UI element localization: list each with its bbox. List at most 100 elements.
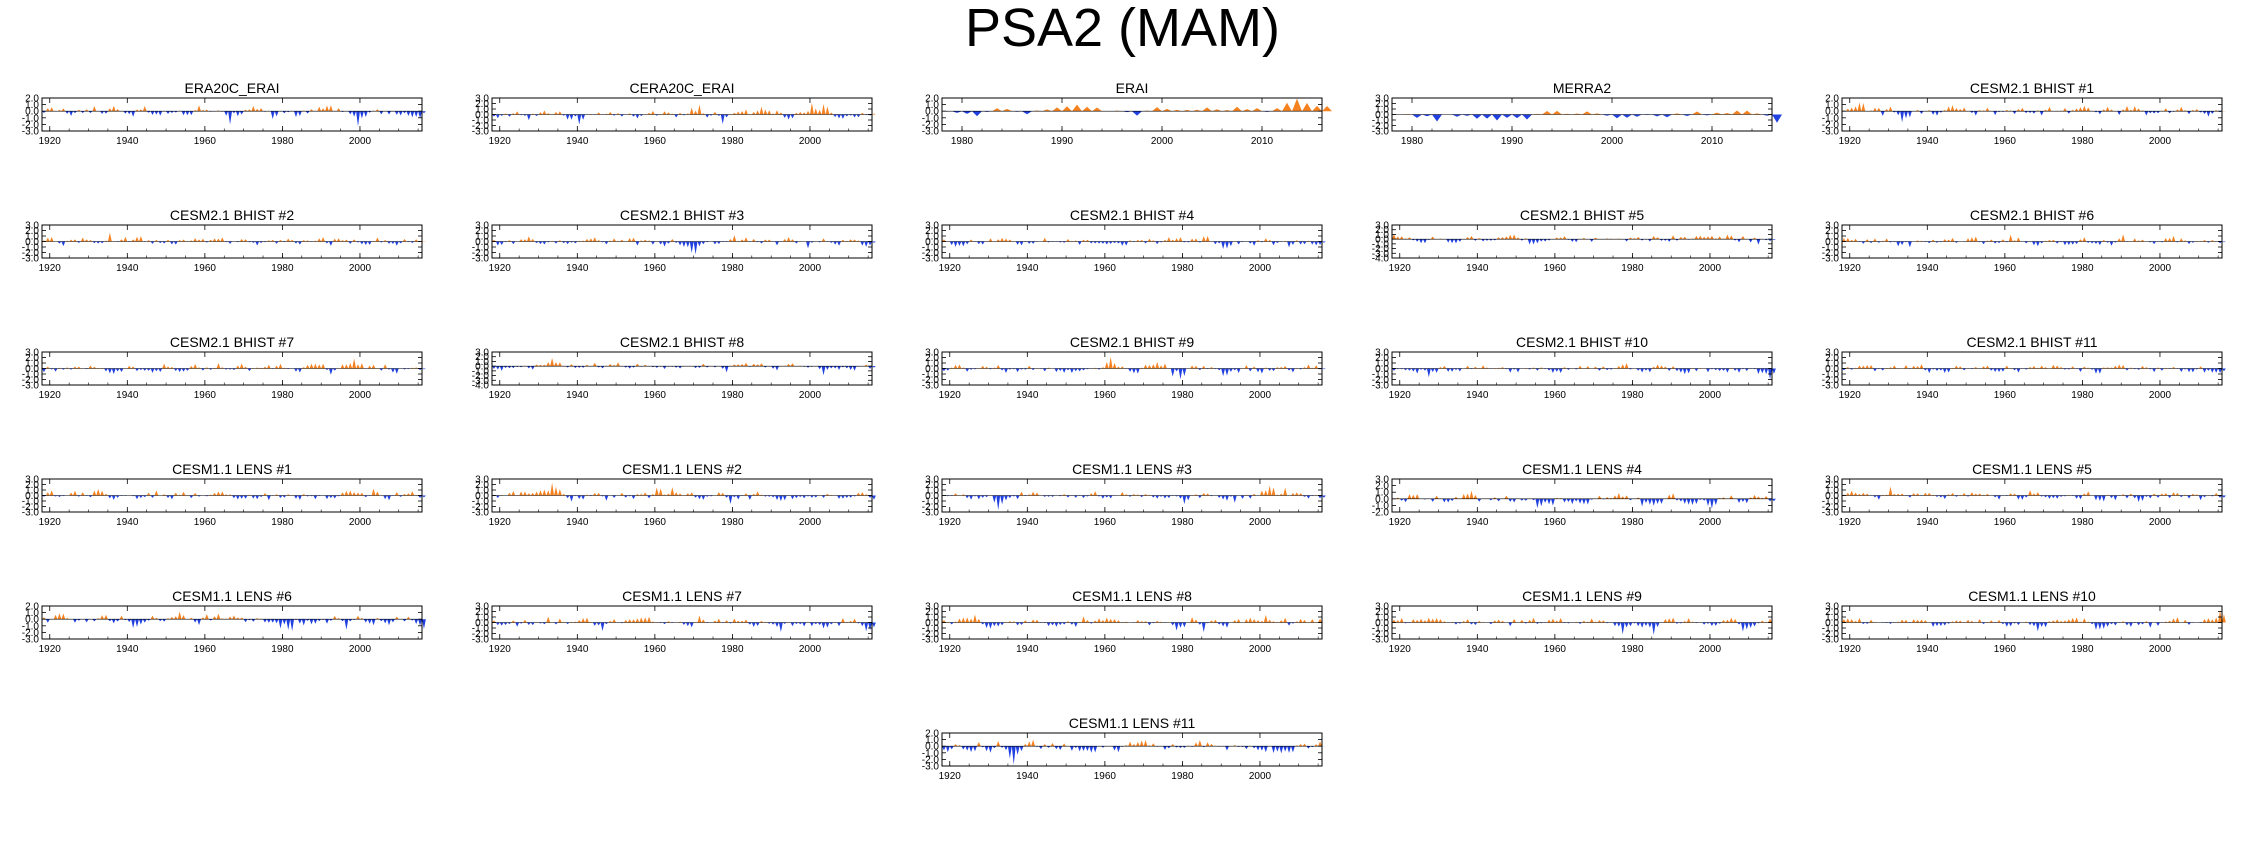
y-tick-label: -2.0 <box>472 248 490 259</box>
chart-panel: CESM1.1 LENS #6 2.0 1.0 0.0 -1.0 -2.0 -3.0 1920… <box>0 588 440 663</box>
x-tick-label: 2000 <box>1249 644 1272 655</box>
y-tick-label: -2.0 <box>1372 121 1390 132</box>
plot-frame <box>41 605 423 640</box>
y-tick-label: 0.0 <box>925 491 939 502</box>
x-tick-label: 1920 <box>39 263 62 274</box>
x-tick-label: 1920 <box>939 263 962 274</box>
x-tick-label: 1920 <box>489 517 512 528</box>
x-tick-label: 1920 <box>1389 517 1412 528</box>
y-tick-label: 0.0 <box>925 742 939 753</box>
positive-area <box>42 611 411 620</box>
negative-area <box>495 241 876 255</box>
y-tick-label: 0.0 <box>25 364 39 375</box>
x-tick-label: 1920 <box>1839 517 1862 528</box>
x-tick-label: 1960 <box>1094 771 1117 782</box>
y-tick-label: -2.0 <box>22 375 40 386</box>
negative-area <box>1403 622 1761 635</box>
chart-panel: CESM1.1 LENS #7 3.0 2.0 1.0 0.0 -1.0 -2.0 -3.0 1… <box>450 588 890 663</box>
x-tick-label: 1920 <box>1839 390 1862 401</box>
x-tick-label: 1980 <box>721 136 744 147</box>
y-tick-label: -3.0 <box>922 381 940 392</box>
x-tick-label: 1940 <box>116 517 139 528</box>
y-tick-label: -3.0 <box>22 635 40 646</box>
y-tick-label: -2.0 <box>1822 502 1840 513</box>
y-tick-label: -2.0 <box>22 502 40 513</box>
x-tick-label: 1940 <box>1466 517 1489 528</box>
y-tick-label: -3.0 <box>1822 381 1840 392</box>
y-tick-label: 3.0 <box>1825 221 1839 232</box>
plot-frame <box>1841 97 2223 132</box>
y-tick-label: 0.0 <box>925 618 939 629</box>
negative-area <box>1880 111 2222 123</box>
y-tick-label: 2.0 <box>475 607 489 618</box>
y-tick-label: 1.0 <box>925 613 939 624</box>
y-tick-label: 3.0 <box>25 475 39 486</box>
chart-title: CESM2.1 BHIST #7 <box>169 334 295 350</box>
x-tick-label: 1920 <box>1389 644 1412 655</box>
y-tick-label: -2.0 <box>1372 508 1390 519</box>
x-tick-label: 1940 <box>1016 263 1039 274</box>
chart-title: ERA20C_ERAI <box>184 80 280 96</box>
y-tick-label: 2.0 <box>25 480 39 491</box>
y-tick-label: -1.0 <box>472 243 490 254</box>
x-tick-label: 2000 <box>1699 644 1722 655</box>
x-tick-label: 1920 <box>39 644 62 655</box>
x-tick-label: 1980 <box>1401 136 1424 147</box>
chart-panel: ERA20C_ERAI 2.0 1.0 0.0 -1.0 -2.0 -3.0 1920 1940… <box>0 80 440 155</box>
x-tick-label: 2000 <box>799 517 822 528</box>
x-tick-label: 1960 <box>1544 390 1567 401</box>
y-tick-label: -1.0 <box>922 748 940 759</box>
x-tick-label: 1940 <box>1916 517 1939 528</box>
x-tick-label: 1920 <box>939 517 962 528</box>
negative-area <box>942 111 1272 117</box>
chart-panel: CESM1.1 LENS #3 3.0 2.0 1.0 0.0 -1.0 -2.0 -3.0 1… <box>900 461 1340 536</box>
x-tick-label: 1980 <box>2071 644 2094 655</box>
x-tick-label: 1980 <box>721 390 744 401</box>
y-tick-label: 2.0 <box>1825 226 1839 237</box>
y-tick-label: 0.0 <box>25 491 39 502</box>
y-tick-label: -3.0 <box>922 508 940 519</box>
x-tick-label: 1980 <box>2071 136 2094 147</box>
y-tick-label: 1.0 <box>1825 359 1839 370</box>
negative-area <box>42 368 426 375</box>
y-tick-label: 2.0 <box>1825 353 1839 364</box>
y-tick-label: -1.0 <box>22 370 40 381</box>
negative-area <box>492 495 876 504</box>
y-tick-label: -1.0 <box>1372 624 1390 635</box>
x-tick-label: 1980 <box>271 390 294 401</box>
y-tick-label: 0.0 <box>925 364 939 375</box>
negative-area <box>1857 241 2226 248</box>
y-tick-label: 3.0 <box>1825 602 1839 613</box>
x-tick-label: 1960 <box>194 263 217 274</box>
chart-panel: CESM2.1 BHIST #2 3.0 2.0 1.0 0.0 -1.0 -2.0 -3.0… <box>0 207 440 282</box>
x-tick-label: 1980 <box>271 644 294 655</box>
negative-area <box>949 622 1295 633</box>
y-tick-label: 3.0 <box>1375 602 1389 613</box>
y-tick-label: 2.0 <box>1375 481 1389 492</box>
y-tick-label: -3.0 <box>1372 381 1390 392</box>
y-tick-label: -2.0 <box>472 371 490 382</box>
y-tick-label: 0.0 <box>1825 618 1839 629</box>
positive-area <box>1842 234 2219 242</box>
x-tick-label: 2000 <box>799 390 822 401</box>
x-tick-label: 1960 <box>194 517 217 528</box>
y-tick-label: -2.0 <box>1372 375 1390 386</box>
x-tick-label: 1960 <box>1094 390 1117 401</box>
x-tick-label: 1980 <box>271 263 294 274</box>
x-tick-label: 1920 <box>939 644 962 655</box>
x-tick-label: 1940 <box>116 136 139 147</box>
y-tick-label: 0.0 <box>475 237 489 248</box>
y-tick-label: 3.0 <box>925 602 939 613</box>
y-tick-label: 2.0 <box>1825 94 1839 105</box>
y-tick-label: 3.0 <box>25 348 39 359</box>
chart-title: CESM2.1 BHIST #10 <box>1515 334 1649 350</box>
negative-area <box>942 368 1326 380</box>
y-tick-label: -2.0 <box>922 629 940 640</box>
y-tick-label: 2.0 <box>1825 607 1839 618</box>
